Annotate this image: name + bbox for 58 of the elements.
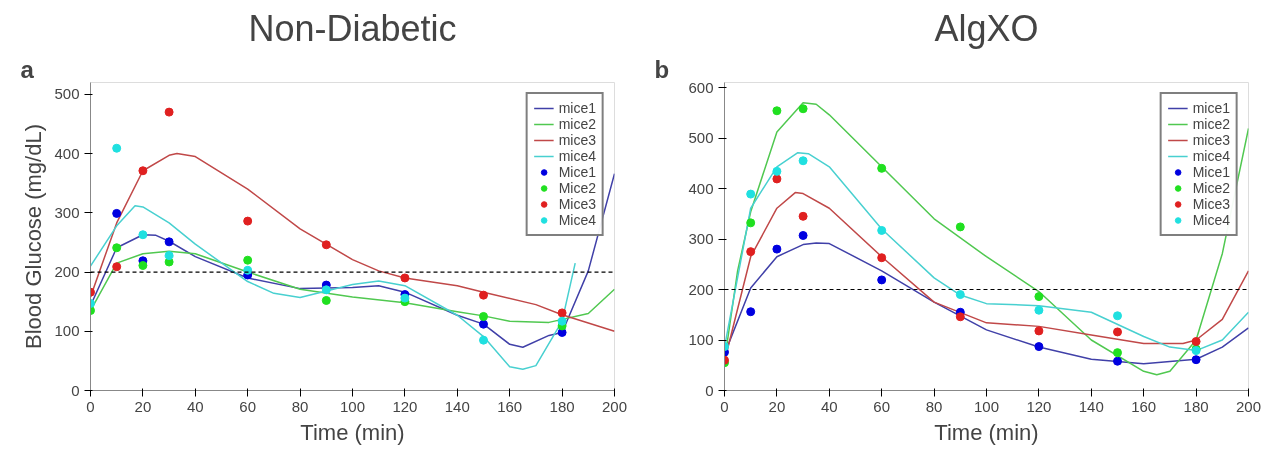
x-tick-label: 160 xyxy=(1131,397,1157,415)
legend-label: mice4 xyxy=(558,148,596,164)
y-tick-label: 500 xyxy=(688,129,714,147)
x-tick-label: 140 xyxy=(444,397,470,415)
legend-label: mice1 xyxy=(1192,100,1230,116)
legend-label: mice2 xyxy=(558,116,596,132)
x-tick-label: 40 xyxy=(820,397,838,415)
legend-label: mice3 xyxy=(1192,132,1230,148)
legend-label: Mice1 xyxy=(558,164,596,180)
y-tick-label: 500 xyxy=(54,85,80,103)
y-tick-label: 0 xyxy=(71,381,80,399)
legend-label: mice2 xyxy=(1192,116,1230,132)
chart-title: Non-Diabetic xyxy=(248,7,457,49)
y-tick-label: 200 xyxy=(688,280,714,298)
legend-label: Mice3 xyxy=(558,196,596,212)
text: a xyxy=(20,55,35,83)
legend-label: Mice4 xyxy=(558,212,596,228)
y-tick-label: 0 xyxy=(705,381,714,399)
y-tick-label: 100 xyxy=(688,331,714,349)
y-tick-label: 200 xyxy=(54,263,80,281)
legend-label: mice4 xyxy=(1192,148,1230,164)
y-tick-label: 600 xyxy=(688,78,714,96)
y-tick-label: 400 xyxy=(688,179,714,197)
y-tick-label: 300 xyxy=(54,203,80,221)
x-tick-label: 120 xyxy=(392,397,418,415)
legend-label: Mice1 xyxy=(1192,164,1230,180)
x-tick-label: 0 xyxy=(86,397,95,415)
legend-label: Mice4 xyxy=(1192,212,1230,228)
legend-label: mice1 xyxy=(558,100,596,116)
x-tick-label: 100 xyxy=(339,397,366,415)
y-tick-label: 100 xyxy=(54,322,80,340)
x-tick-label: 60 xyxy=(873,397,891,415)
x-tick-label: 180 xyxy=(1183,397,1209,415)
x-tick-label: 0 xyxy=(720,397,729,415)
y-tick-label: 400 xyxy=(54,144,80,162)
y-axis-title: Blood Glucose (mg/dL) xyxy=(21,124,47,349)
x-axis-title: Time (min) xyxy=(934,419,1039,445)
x-tick-label: 40 xyxy=(186,397,204,415)
legend-label: mice3 xyxy=(558,132,596,148)
x-tick-label: 80 xyxy=(291,397,309,415)
x-tick-label: 100 xyxy=(973,397,1000,415)
x-tick-label: 20 xyxy=(768,397,786,415)
x-tick-label: 140 xyxy=(1078,397,1104,415)
chart-title: AlgXO xyxy=(934,7,1039,49)
x-axis-title: Time (min) xyxy=(300,419,405,445)
x-tick-label: 200 xyxy=(1235,397,1262,415)
x-tick-label: 80 xyxy=(925,397,943,415)
legend-label: Mice3 xyxy=(1192,196,1230,212)
legend-label: Mice2 xyxy=(558,180,596,196)
y-tick-label: 300 xyxy=(688,230,714,248)
legend-label: Mice2 xyxy=(1192,180,1230,196)
x-tick-label: 20 xyxy=(134,397,152,415)
x-tick-label: 200 xyxy=(601,397,628,415)
x-tick-label: 160 xyxy=(497,397,523,415)
x-tick-label: 120 xyxy=(1026,397,1052,415)
x-tick-label: 180 xyxy=(549,397,575,415)
text: b xyxy=(654,55,670,83)
x-tick-label: 60 xyxy=(239,397,257,415)
